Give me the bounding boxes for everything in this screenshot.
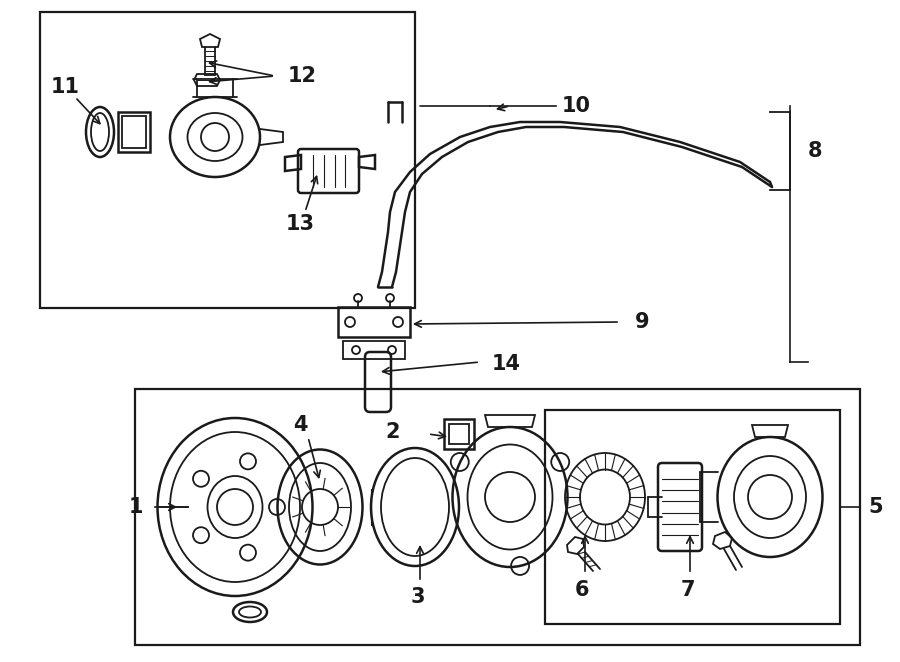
Text: 2: 2 [385, 422, 400, 442]
Text: 5: 5 [868, 497, 883, 517]
Text: 13: 13 [285, 214, 314, 234]
Text: 11: 11 [50, 77, 79, 97]
Text: 10: 10 [562, 96, 591, 116]
Text: 12: 12 [288, 66, 317, 86]
Text: 3: 3 [410, 587, 425, 607]
Text: 8: 8 [808, 141, 823, 161]
Text: 9: 9 [635, 312, 650, 332]
Text: 14: 14 [492, 354, 521, 374]
Text: 4: 4 [292, 415, 307, 435]
Text: 7: 7 [680, 580, 695, 600]
Text: 6: 6 [575, 580, 590, 600]
Text: 1: 1 [129, 497, 143, 517]
